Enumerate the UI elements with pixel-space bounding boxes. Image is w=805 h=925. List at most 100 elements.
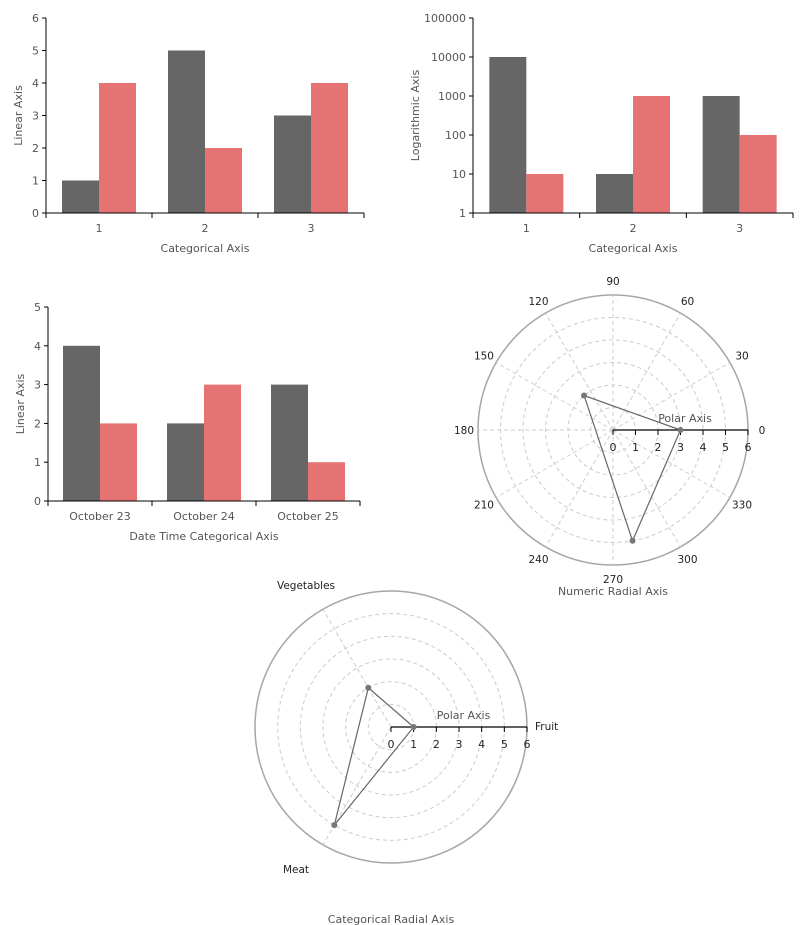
bar-series-1	[489, 57, 527, 213]
y-tick-label: 10	[452, 168, 466, 181]
x-axis-title: Categorical Axis	[589, 242, 678, 255]
y-tick-label: 10000	[431, 51, 466, 64]
bar-chart-3: 0 1 2 3 4 5 October 23 October 24 October 25 Date…	[14, 301, 361, 543]
bar-series-2	[739, 135, 777, 213]
polar-axis-tick-label: 3	[677, 441, 684, 454]
x-tick-label: October 25	[277, 510, 339, 523]
y-tick-label: 4	[32, 77, 39, 90]
angle-tick-label: 0	[759, 425, 766, 437]
categorical-radial-chart: Fruit Vegetables Meat 0 1 2 3 4 5 6 Polar Axis Cate…	[254, 580, 558, 925]
bar-chart-2: 1 10 100 1000 10000 100000 1 2 3 Categorical Axis…	[409, 12, 794, 255]
angle-tick-label: 150	[474, 351, 494, 363]
chart-title: Numeric Radial Axis	[558, 585, 668, 598]
y-tick-label: 5	[32, 45, 39, 58]
angle-tick-label: 210	[474, 500, 494, 512]
y-axis-title: Linear Axis	[12, 85, 25, 146]
y-tick-label: 5	[34, 301, 41, 314]
angular-gridline	[322, 608, 392, 728]
angle-tick-label: 90	[606, 276, 619, 288]
bar-series-2	[204, 384, 241, 501]
x-tick-label: October 24	[173, 510, 235, 523]
data-point	[629, 537, 636, 544]
angle-tick-label: 330	[732, 500, 752, 512]
y-axis-title: Logarithmic Axis	[409, 70, 422, 162]
angular-gridline	[545, 312, 614, 431]
x-axis-title: Categorical Axis	[161, 242, 250, 255]
category-label: Meat	[283, 864, 309, 876]
angular-gridline	[612, 429, 681, 548]
polar-axis-tick-label: 3	[456, 738, 463, 751]
angle-tick-label: 60	[681, 296, 694, 308]
y-tick-label: 100000	[424, 12, 466, 25]
series-line	[583, 394, 682, 543]
polar-axis-tick-label: 4	[478, 738, 485, 751]
angular-gridline	[612, 362, 731, 431]
bar-series-1	[596, 174, 633, 213]
numeric-radial-chart: 0 30 60 90 120 150 180 210 240 270 300 330 0 1 2 3 4 5 6 Po…	[454, 276, 765, 598]
bar-chart-1: 0 1 2 3 4 5 6 1 2 3 Categorical Axis Linear Axis	[12, 12, 365, 255]
y-tick-label: 100	[445, 129, 466, 142]
y-tick-label: 2	[34, 417, 41, 430]
bar-series-2	[633, 96, 670, 213]
y-tick-label: 1	[32, 175, 39, 188]
polar-axis-tick-label: 2	[655, 441, 662, 454]
x-tick-label: 2	[202, 222, 209, 235]
angular-gridline	[495, 429, 614, 498]
angular-gridline	[495, 362, 614, 431]
y-tick-label: 3	[34, 379, 41, 392]
angle-tick-label: 120	[528, 296, 548, 308]
x-tick-label: 3	[308, 222, 315, 235]
y-tick-label: 3	[32, 110, 39, 123]
polar-axis-tick-label: 5	[722, 441, 729, 454]
bar-series-2	[308, 462, 345, 501]
bar-series-2	[100, 423, 137, 501]
y-tick-label: 2	[32, 142, 39, 155]
bar-series-2	[526, 174, 564, 213]
bar-series-1	[702, 96, 740, 213]
x-tick-label: 1	[523, 222, 530, 235]
polar-axis-tick-label: 0	[388, 738, 395, 751]
x-tick-label: 2	[630, 222, 637, 235]
data-point	[410, 724, 417, 730]
angle-tick-label: 30	[735, 351, 748, 363]
category-label: Fruit	[535, 721, 558, 733]
polar-axis-tick-label: 1	[410, 738, 417, 751]
x-tick-label: 3	[736, 222, 743, 235]
data-point	[581, 392, 588, 399]
bar-series-1	[274, 115, 311, 213]
data-point	[365, 684, 372, 691]
polar-axis-tick-label: 0	[610, 441, 617, 454]
polar-axis-title: Polar Axis	[437, 709, 491, 722]
bar-series-1	[271, 384, 308, 501]
angle-tick-label: 270	[603, 574, 623, 586]
angle-tick-label: 240	[528, 554, 548, 566]
y-tick-label: 1	[459, 207, 466, 220]
x-axis-title: Date Time Categorical Axis	[129, 530, 278, 543]
x-tick-label: 1	[96, 222, 103, 235]
series-line	[333, 686, 415, 826]
polar-axis-tick-label: 2	[433, 738, 440, 751]
angular-gridline	[612, 429, 731, 498]
y-tick-label: 4	[34, 340, 41, 353]
polar-axis-tick-label: 4	[700, 441, 707, 454]
y-tick-label: 0	[34, 495, 41, 508]
y-tick-label: 1	[34, 456, 41, 469]
category-label: Vegetables	[277, 580, 335, 592]
bar-series-1	[62, 180, 99, 213]
y-tick-label: 6	[32, 12, 39, 25]
angle-tick-label: 300	[677, 554, 697, 566]
chart-title: Categorical Radial Axis	[328, 913, 455, 925]
bar-series-1	[167, 423, 204, 501]
bar-series-2	[99, 83, 136, 213]
polar-axis-title: Polar Axis	[658, 412, 712, 425]
data-point	[677, 427, 684, 433]
data-point	[331, 822, 338, 829]
polar-axis-tick-label: 1	[632, 441, 639, 454]
bar-series-2	[205, 148, 242, 213]
y-tick-label: 0	[32, 207, 39, 220]
polar-axis-tick-label: 5	[501, 738, 508, 751]
bar-series-2	[311, 83, 348, 213]
polar-axis-tick-label: 6	[524, 738, 531, 751]
bar-series-1	[63, 345, 100, 501]
